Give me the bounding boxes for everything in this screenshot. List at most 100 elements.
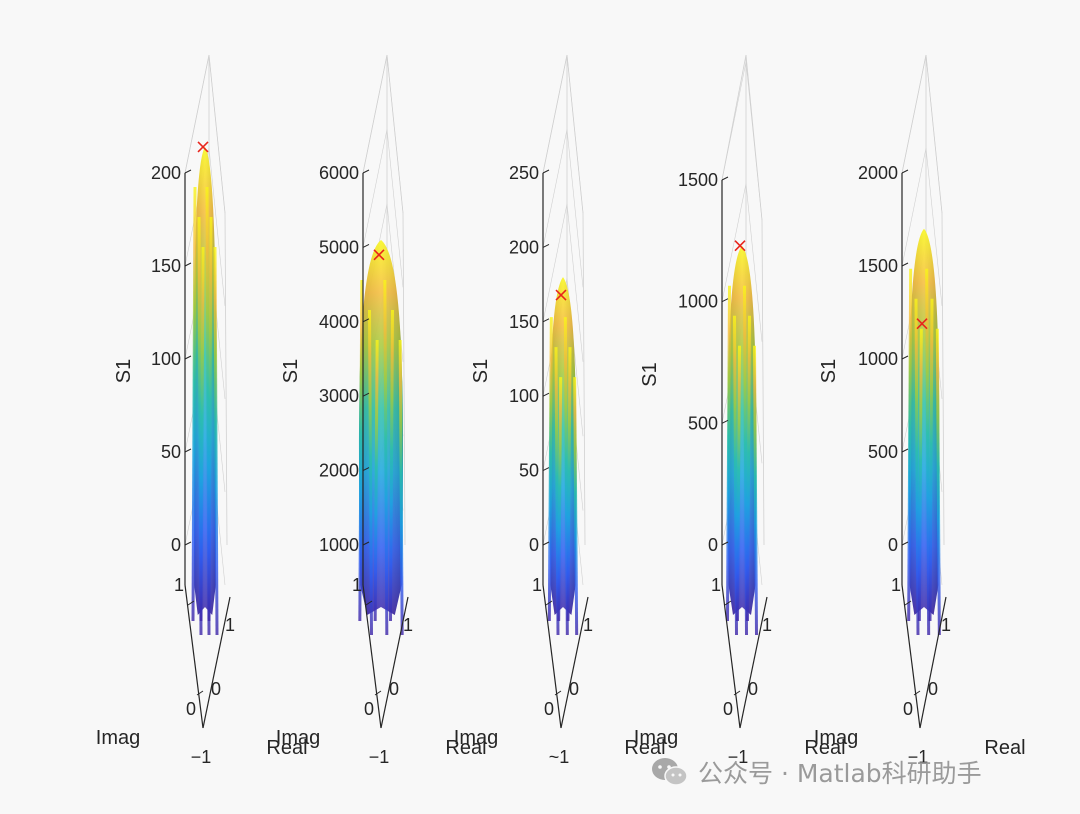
- x-axis-label: Real: [804, 737, 845, 759]
- x-axis: [739, 596, 768, 729]
- surface-strand: [746, 315, 751, 622]
- z-tick-label: 200: [509, 237, 539, 257]
- x-tick-label: 0: [569, 679, 579, 699]
- z-tick-label: 200: [151, 163, 181, 183]
- surface-strand: [935, 328, 941, 636]
- z-axis-label: S1: [280, 359, 302, 383]
- y-tick-label: 0: [186, 699, 196, 719]
- z-tick: [901, 448, 909, 453]
- y-axis-label: Imag: [634, 727, 678, 749]
- y-tick-label: 0: [903, 699, 913, 719]
- z-tick-label: 100: [509, 386, 539, 406]
- subplot-1: 0 50 100 150 200 S1 1 0 1 0 −1 Imag Real: [96, 54, 308, 767]
- surface-strand: [566, 347, 572, 622]
- z-tick-label: 1000: [319, 535, 359, 555]
- x-tick-label: 1: [225, 615, 235, 635]
- z-tick-label: 0: [171, 535, 181, 555]
- surface-shading: [727, 245, 757, 615]
- x-tick-label: 0: [928, 679, 938, 699]
- surface-strand: [557, 377, 563, 622]
- y-tick: [374, 690, 382, 696]
- z-tick-label: 1500: [678, 170, 718, 190]
- surface-strand: [917, 328, 923, 622]
- grid-line: [542, 129, 584, 288]
- surface-shading: [358, 239, 404, 615]
- z-tick-label: 3000: [319, 386, 359, 406]
- y-tick-label: 1: [174, 575, 184, 595]
- grid-line: [184, 147, 226, 307]
- x-tick-label: 1: [762, 615, 772, 635]
- z-tick-label: 0: [888, 535, 898, 555]
- surface-strand: [573, 377, 579, 636]
- z-axis-label: S1: [818, 359, 840, 383]
- xy-origin-label: −1: [908, 747, 929, 767]
- z-tick: [721, 541, 729, 546]
- grid-line: [901, 54, 943, 214]
- surface-strand: [358, 279, 364, 622]
- y-tick: [196, 690, 204, 696]
- wechat-icon: [652, 758, 688, 786]
- peak-marker: [555, 289, 567, 301]
- z-tick: [542, 169, 550, 174]
- x-tick-label: 0: [211, 679, 221, 699]
- z-axis-label: S1: [470, 359, 492, 383]
- surface-strand: [199, 246, 205, 622]
- x-tick-label: 1: [583, 615, 593, 635]
- z-tick: [542, 467, 550, 472]
- surface-strand: [368, 309, 373, 636]
- surface-strand: [928, 298, 934, 622]
- surface-strand: [736, 345, 741, 622]
- y-axis: [901, 584, 921, 729]
- x-axis-label: Real: [445, 737, 486, 759]
- y-tick-label: 0: [723, 699, 733, 719]
- z-tick: [542, 318, 550, 323]
- surface-strand: [743, 285, 748, 636]
- z-tick: [184, 448, 192, 453]
- y-axis-label: Imag: [96, 727, 140, 749]
- y-tick: [913, 690, 921, 696]
- z-tick: [542, 541, 550, 546]
- x-tick-label: 1: [403, 615, 413, 635]
- y-tick-label: 1: [711, 575, 721, 595]
- x-axis-label: Real: [624, 737, 665, 759]
- surface-shading: [908, 228, 940, 616]
- subplot-5: 0 500 1000 1500 2000 S1 1 0 1 0 −1 Imag Real: [814, 54, 1026, 767]
- y-axis: [542, 584, 562, 729]
- grid-line: [542, 203, 584, 362]
- z-tick: [542, 243, 550, 248]
- x-axis: [380, 596, 409, 729]
- xy-origin-label: −1: [191, 747, 212, 767]
- y-tick-label: 1: [352, 575, 362, 595]
- z-tick-label: 150: [151, 256, 181, 276]
- z-tick-label: 50: [519, 461, 539, 481]
- z-tick-label: 500: [688, 413, 718, 433]
- grid-line: [721, 183, 763, 342]
- subplot-3: 0 50 100 150 200 250 S1 1 0 1 0 ~1 Imag Real: [454, 54, 666, 767]
- x-tick-label: 0: [389, 679, 399, 699]
- y-tick-label: 1: [532, 575, 542, 595]
- y-axis: [362, 584, 382, 729]
- z-tick: [362, 318, 370, 323]
- x-axis-label: Real: [266, 737, 307, 759]
- xy-origin-label: −1: [369, 747, 390, 767]
- z-tick-label: 2000: [858, 163, 898, 183]
- xy-origin-label: ~1: [549, 747, 570, 767]
- surface-strand: [925, 268, 931, 636]
- y-axis-label: Imag: [454, 727, 498, 749]
- z-tick-label: 1000: [858, 349, 898, 369]
- z-tick-label: 2000: [319, 461, 359, 481]
- peak-marker: [734, 240, 746, 252]
- surface-strand: [733, 315, 738, 636]
- surface-shading: [193, 146, 217, 615]
- z-tick: [184, 169, 192, 174]
- peak-marker: [197, 141, 209, 153]
- grid-line: [721, 61, 763, 221]
- z-tick: [901, 262, 909, 267]
- x-axis-label: Real: [984, 737, 1025, 759]
- z-tick: [184, 355, 192, 360]
- z-tick-label: 150: [509, 312, 539, 332]
- watermark: 公众号 · Matlab科研助手: [650, 752, 982, 792]
- z-tick: [721, 176, 729, 181]
- z-tick: [721, 298, 729, 303]
- z-tick: [362, 467, 370, 472]
